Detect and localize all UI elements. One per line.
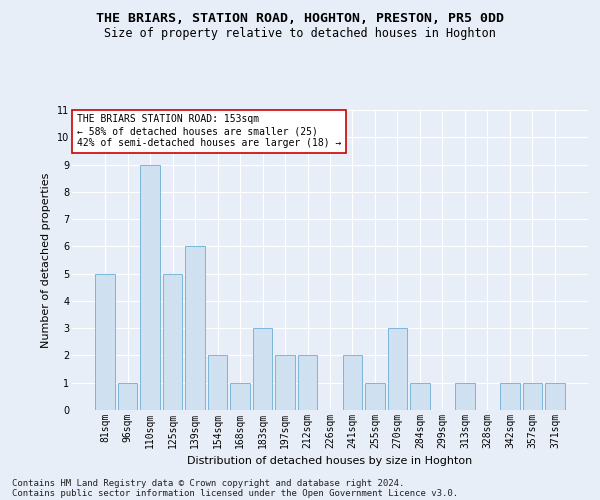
Bar [500, 382, 520, 410]
Bar [298, 356, 317, 410]
Bar [118, 382, 137, 410]
Bar [365, 382, 385, 410]
Bar [163, 274, 182, 410]
Bar [343, 356, 362, 410]
X-axis label: Distribution of detached houses by size in Hoghton: Distribution of detached houses by size … [187, 456, 473, 466]
Bar [523, 382, 542, 410]
Bar [388, 328, 407, 410]
Bar [275, 356, 295, 410]
Bar [545, 382, 565, 410]
Bar [253, 328, 272, 410]
Text: THE BRIARS, STATION ROAD, HOGHTON, PRESTON, PR5 0DD: THE BRIARS, STATION ROAD, HOGHTON, PREST… [96, 12, 504, 26]
Bar [230, 382, 250, 410]
Bar [95, 274, 115, 410]
Bar [185, 246, 205, 410]
Text: THE BRIARS STATION ROAD: 153sqm
← 58% of detached houses are smaller (25)
42% of: THE BRIARS STATION ROAD: 153sqm ← 58% of… [77, 114, 341, 148]
Bar [410, 382, 430, 410]
Bar [208, 356, 227, 410]
Text: Size of property relative to detached houses in Hoghton: Size of property relative to detached ho… [104, 28, 496, 40]
Text: Contains public sector information licensed under the Open Government Licence v3: Contains public sector information licen… [12, 488, 458, 498]
Bar [140, 164, 160, 410]
Text: Contains HM Land Registry data © Crown copyright and database right 2024.: Contains HM Land Registry data © Crown c… [12, 478, 404, 488]
Bar [455, 382, 475, 410]
Y-axis label: Number of detached properties: Number of detached properties [41, 172, 52, 348]
